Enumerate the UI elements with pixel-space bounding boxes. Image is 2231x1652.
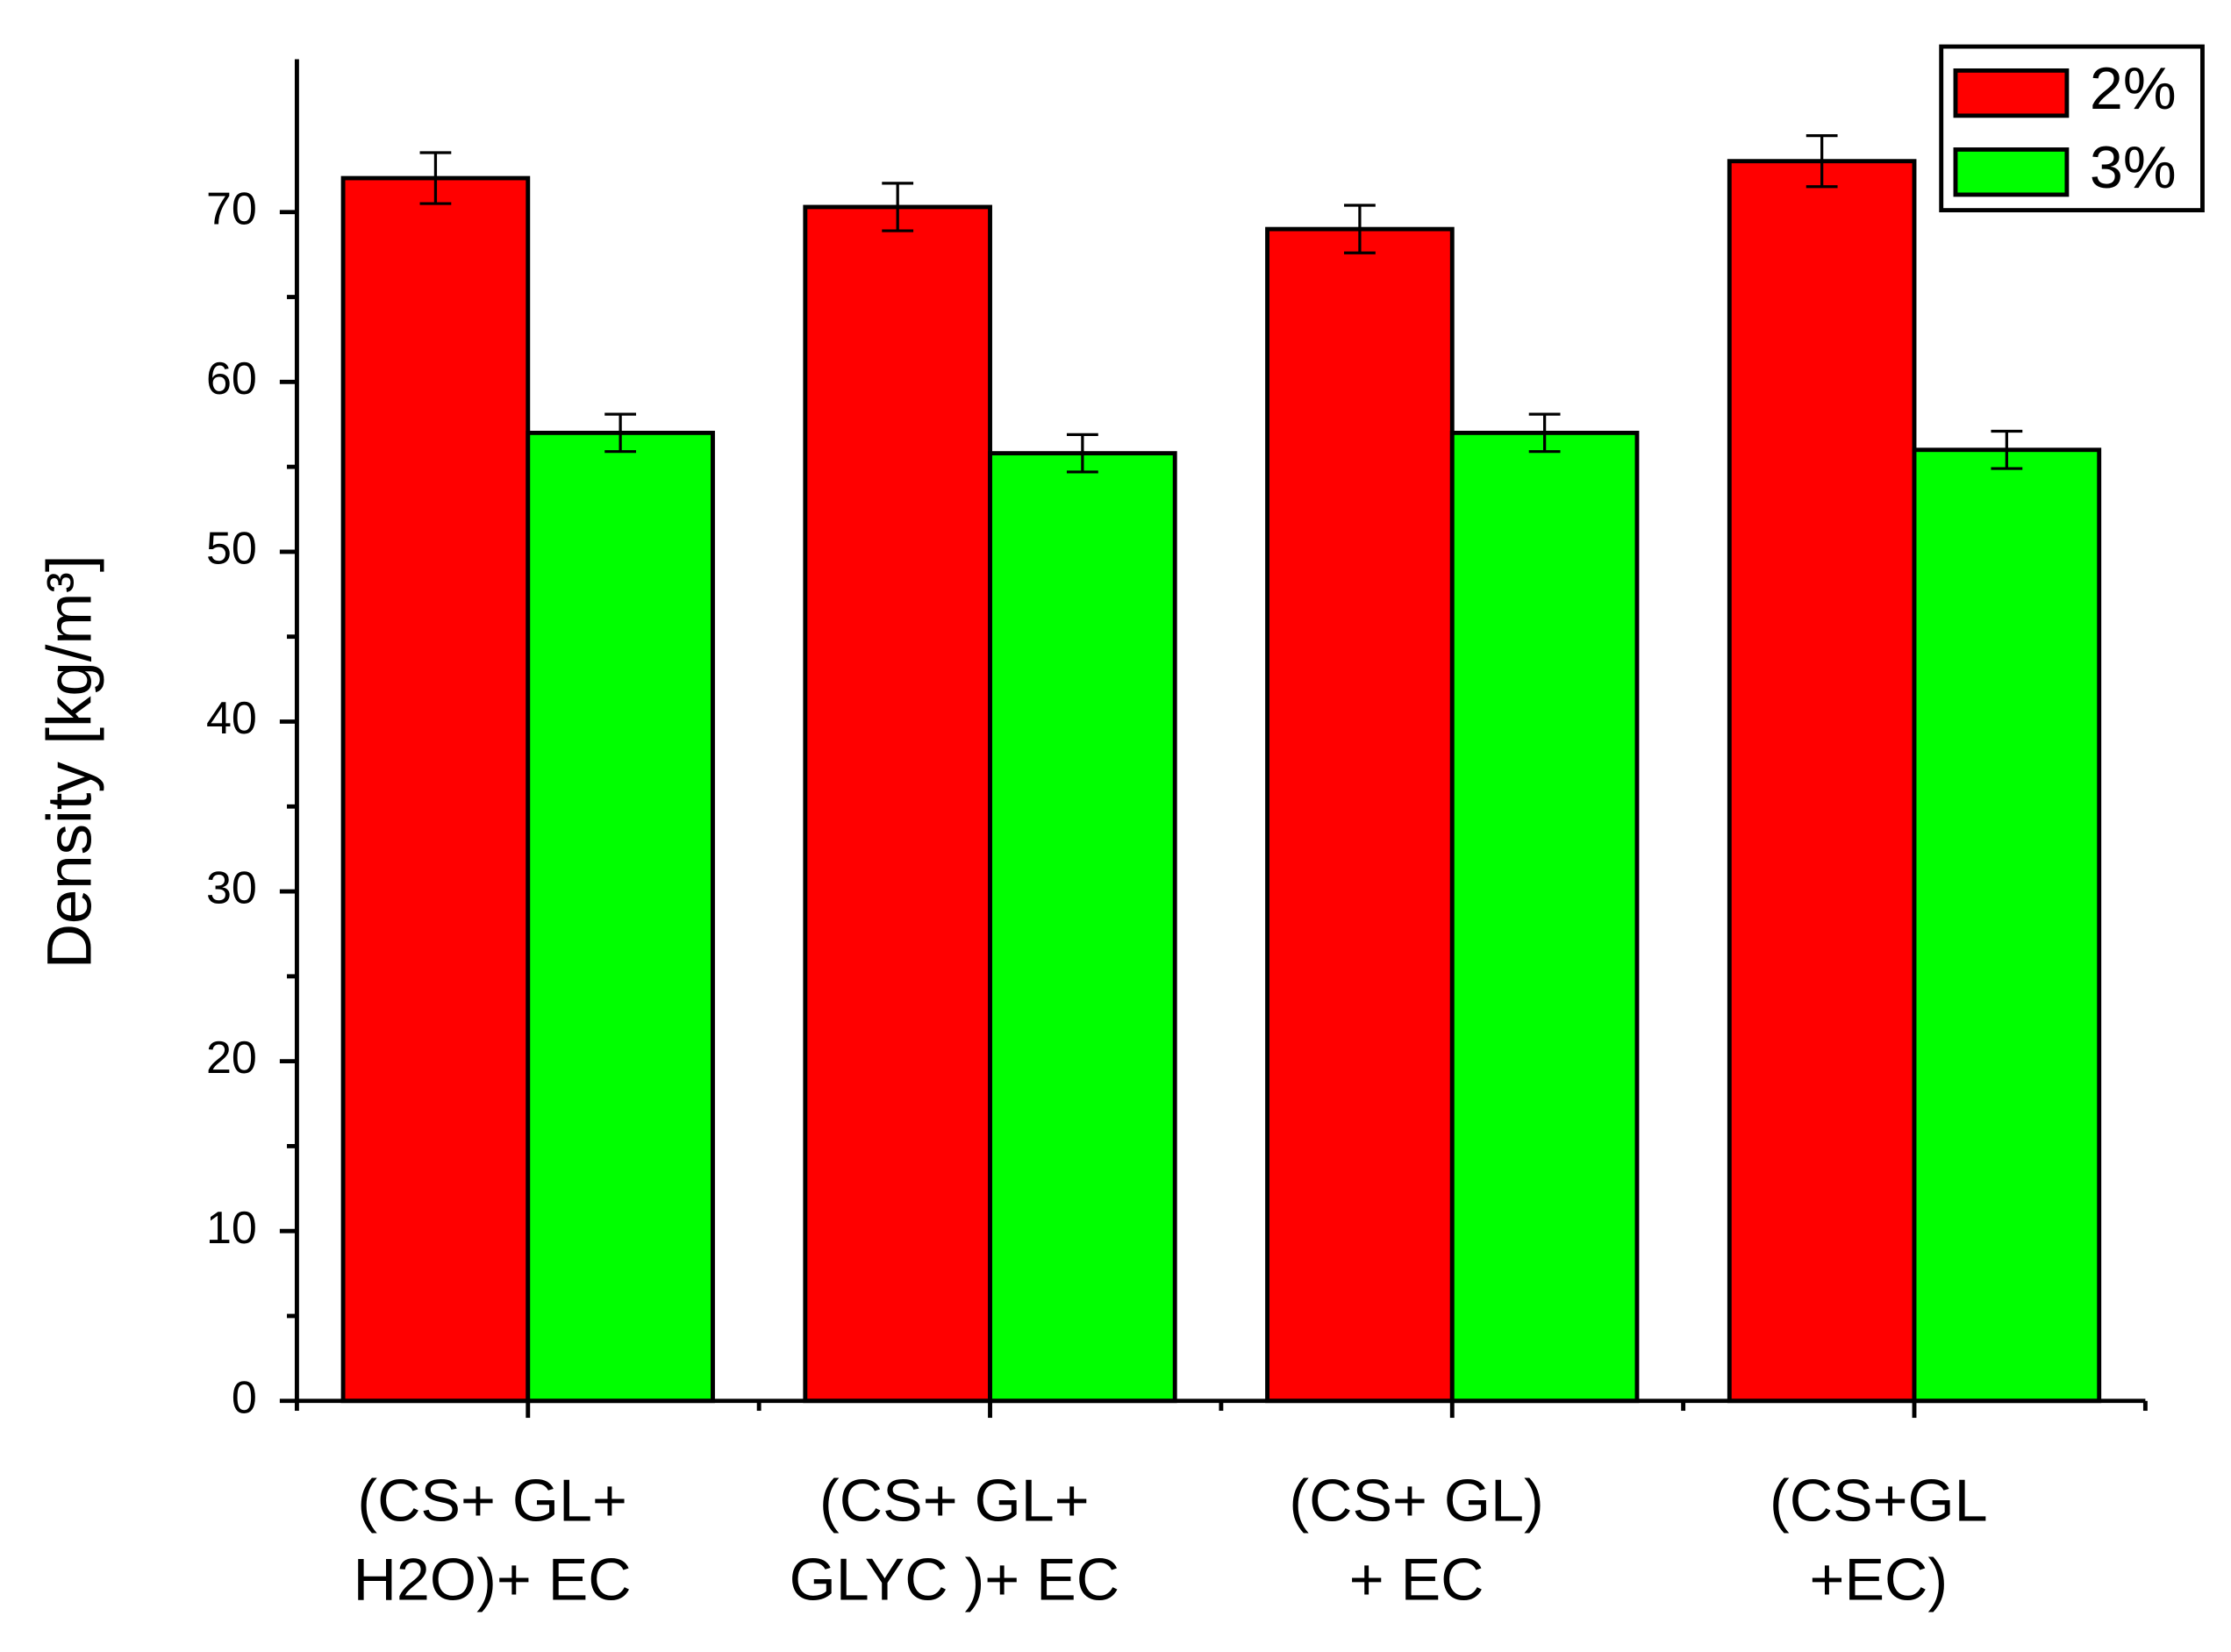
y-tick-label: 60	[206, 353, 257, 404]
error-bar	[1528, 412, 1561, 454]
legend-label: 3%	[2090, 135, 2177, 201]
x-tick-label: +EC)	[1810, 1548, 1949, 1613]
bar	[1265, 226, 1455, 1404]
x-tick-label: (CS+ GL+	[357, 1469, 627, 1534]
x-tick-label: (CS+ GL+	[819, 1469, 1090, 1534]
error-bar	[419, 151, 452, 205]
x-tick-label: (CS+ GL)	[1289, 1469, 1543, 1534]
y-tick-label: 70	[206, 183, 257, 234]
bar	[1727, 159, 1917, 1404]
legend-swatch	[1953, 147, 2070, 197]
legend-label: 2%	[2090, 56, 2177, 122]
error-bar	[604, 412, 637, 454]
x-tick-label: GLYC )+ EC	[790, 1548, 1120, 1613]
y-axis-label: Density [kg/m³]	[35, 554, 104, 969]
error-bar	[1344, 204, 1376, 254]
bar	[988, 451, 1177, 1404]
x-tick-label: (CS+GL	[1770, 1469, 1988, 1534]
error-bar	[1991, 429, 2023, 470]
y-tick-label: 30	[206, 862, 257, 913]
y-tick-label: 40	[206, 692, 257, 743]
error-bar	[1066, 433, 1098, 474]
bar	[1449, 430, 1640, 1404]
bar	[526, 430, 715, 1404]
error-bar	[882, 182, 914, 232]
bar	[1912, 447, 2102, 1404]
x-tick-label: H2O)+ EC	[354, 1548, 632, 1613]
legend-swatch	[1953, 68, 2070, 118]
y-tick-label: 0	[232, 1372, 257, 1423]
y-tick-label: 50	[206, 523, 257, 574]
y-tick-label: 20	[206, 1032, 257, 1083]
y-tick-label: 10	[206, 1202, 257, 1253]
bar	[340, 175, 531, 1404]
bar	[803, 204, 992, 1404]
x-tick-label: + EC	[1349, 1548, 1484, 1613]
error-bar	[1806, 134, 1838, 189]
